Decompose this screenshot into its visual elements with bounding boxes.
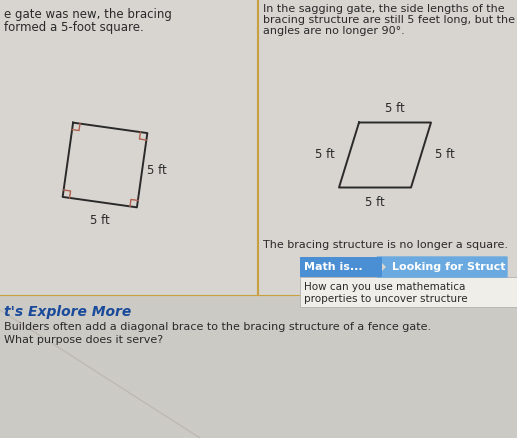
Text: 5 ft: 5 ft (315, 148, 335, 162)
Text: 5 ft: 5 ft (90, 214, 110, 227)
Text: 5 ft: 5 ft (365, 195, 385, 208)
Text: e gate was new, the bracing: e gate was new, the bracing (4, 8, 172, 21)
Text: The bracing structure is no longer a square.: The bracing structure is no longer a squ… (263, 240, 508, 250)
Text: Looking for Struct: Looking for Struct (392, 262, 506, 272)
Text: angles are no longer 90°.: angles are no longer 90°. (263, 26, 405, 36)
Text: In the sagging gate, the side lengths of the: In the sagging gate, the side lengths of… (263, 4, 505, 14)
Text: formed a 5-foot square.: formed a 5-foot square. (4, 21, 144, 34)
Text: t's Explore More: t's Explore More (4, 305, 131, 319)
Polygon shape (377, 257, 507, 277)
Text: What purpose does it serve?: What purpose does it serve? (4, 335, 163, 345)
Text: Builders often add a diagonal brace to the bracing structure of a fence gate.: Builders often add a diagonal brace to t… (4, 322, 431, 332)
Text: 5 ft: 5 ft (435, 148, 455, 162)
Text: bracing structure are still 5 feet long, but the: bracing structure are still 5 feet long,… (263, 15, 515, 25)
Text: properties to uncover structure: properties to uncover structure (304, 294, 467, 304)
Text: 5 ft: 5 ft (385, 102, 405, 116)
Text: How can you use mathematica: How can you use mathematica (304, 282, 465, 292)
Bar (300, 257, 382, 277)
Bar (0, 295, 517, 438)
Text: Math is...: Math is... (304, 262, 362, 272)
Text: 5 ft: 5 ft (147, 164, 167, 177)
Bar (300, 277, 517, 307)
